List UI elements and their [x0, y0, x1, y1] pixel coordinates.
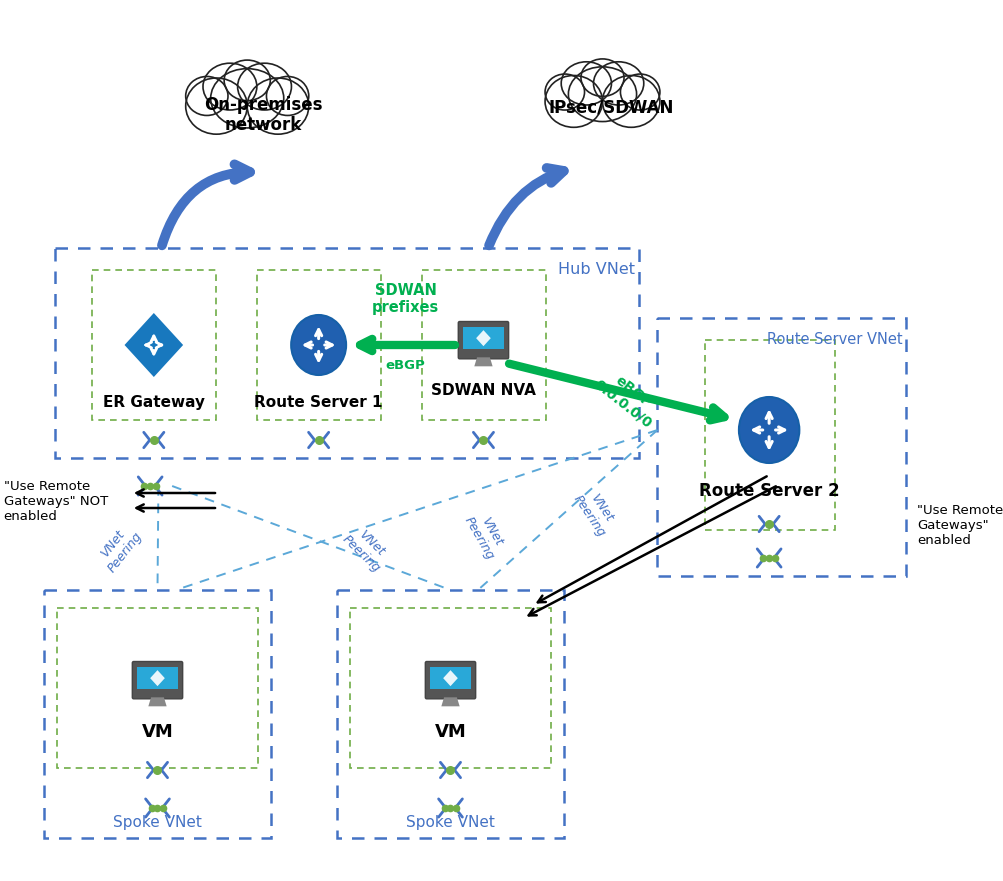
Polygon shape — [148, 698, 166, 707]
FancyBboxPatch shape — [462, 327, 504, 350]
Bar — [257, 270, 380, 420]
Ellipse shape — [545, 76, 602, 128]
Text: SDWAN NVA: SDWAN NVA — [430, 383, 536, 398]
Text: "Use Remote
Gateways"
enabled: "Use Remote Gateways" enabled — [917, 504, 1003, 546]
Bar — [55, 248, 639, 458]
Text: VNet
Peering: VNet Peering — [460, 507, 509, 562]
Ellipse shape — [593, 62, 643, 105]
FancyBboxPatch shape — [430, 667, 470, 689]
Ellipse shape — [602, 76, 659, 128]
FancyBboxPatch shape — [425, 662, 475, 699]
Bar — [349, 608, 551, 768]
Text: SDWAN
prefixes: SDWAN prefixes — [372, 283, 439, 315]
Text: VM: VM — [141, 723, 174, 741]
Ellipse shape — [211, 69, 284, 128]
Text: Route Server 2: Route Server 2 — [698, 482, 839, 500]
Text: IPsec/SDWAN: IPsec/SDWAN — [549, 98, 674, 116]
Text: eBGP
0.0.0.0/0: eBGP 0.0.0.0/0 — [591, 365, 664, 431]
Circle shape — [738, 397, 798, 463]
Bar — [92, 270, 216, 420]
Text: Spoke VNet: Spoke VNet — [405, 815, 494, 830]
Ellipse shape — [568, 67, 636, 122]
Text: VNet
Peering: VNet Peering — [339, 522, 392, 574]
Ellipse shape — [224, 60, 270, 100]
Text: "Use Remote
Gateways" NOT
enabled: "Use Remote Gateways" NOT enabled — [4, 479, 107, 522]
FancyBboxPatch shape — [132, 662, 183, 699]
Text: On-premises
network: On-premises network — [205, 96, 323, 135]
Polygon shape — [473, 358, 492, 366]
Bar — [704, 340, 834, 530]
Polygon shape — [124, 313, 183, 377]
Polygon shape — [475, 330, 490, 346]
Circle shape — [291, 315, 346, 375]
Bar — [44, 590, 271, 838]
Text: Route Server VNet: Route Server VNet — [766, 332, 902, 347]
Bar — [421, 270, 546, 420]
Bar — [57, 608, 258, 768]
Ellipse shape — [238, 63, 291, 110]
Ellipse shape — [561, 62, 611, 105]
Ellipse shape — [203, 63, 257, 110]
Text: Hub VNet: Hub VNet — [558, 262, 635, 277]
Polygon shape — [442, 670, 457, 686]
Bar — [657, 318, 906, 576]
Text: Route Server 1: Route Server 1 — [254, 395, 382, 410]
Text: Spoke VNet: Spoke VNet — [113, 815, 202, 830]
Text: ER Gateway: ER Gateway — [102, 395, 205, 410]
Ellipse shape — [620, 74, 659, 110]
Polygon shape — [441, 698, 459, 707]
Polygon shape — [150, 670, 164, 686]
FancyBboxPatch shape — [137, 667, 178, 689]
Text: VNet
Peering: VNet Peering — [570, 485, 620, 539]
Ellipse shape — [545, 74, 584, 110]
FancyBboxPatch shape — [457, 322, 509, 359]
Text: VNet
Peering: VNet Peering — [93, 521, 144, 575]
Ellipse shape — [581, 59, 624, 96]
Ellipse shape — [266, 77, 309, 115]
Text: VM: VM — [434, 723, 466, 741]
Ellipse shape — [186, 78, 247, 134]
Ellipse shape — [186, 77, 228, 115]
Bar — [337, 590, 564, 838]
Text: eBGP: eBGP — [385, 359, 425, 372]
Ellipse shape — [247, 78, 309, 134]
